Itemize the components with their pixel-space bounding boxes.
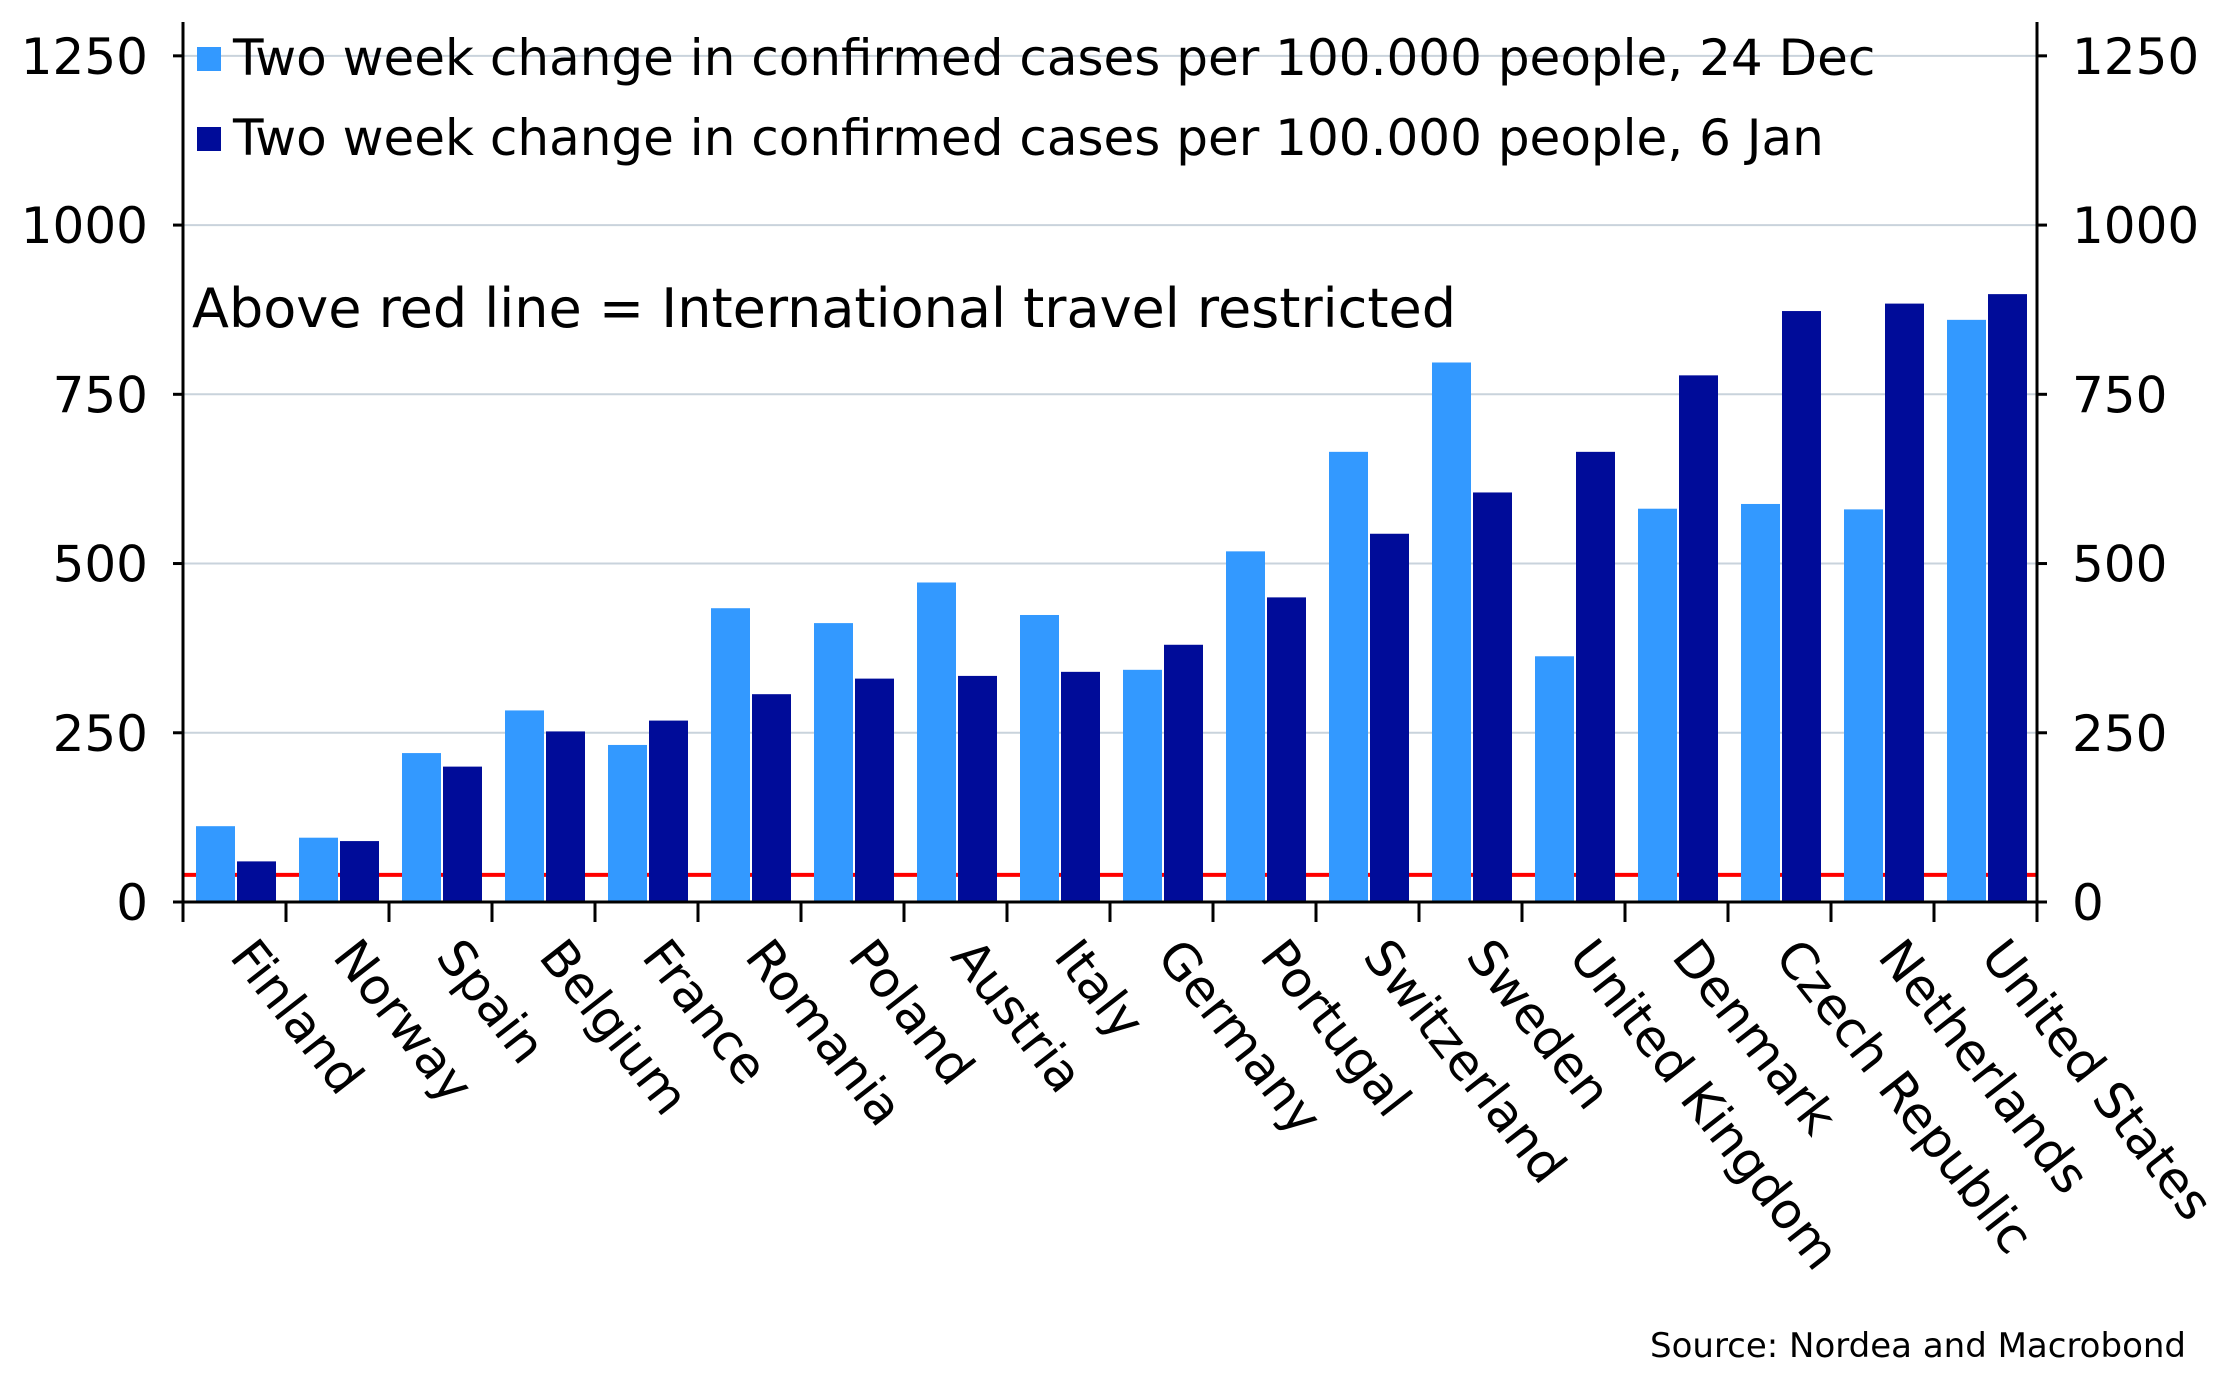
y-tick-label-right: 250 xyxy=(2072,705,2167,763)
bar-series2-romania xyxy=(752,694,791,902)
legend: Two week change in confirmed cases per 1… xyxy=(197,29,1875,167)
bar-series1-sweden xyxy=(1432,362,1471,902)
bar-series2-italy xyxy=(1061,671,1100,902)
y-tick-label-right: 1000 xyxy=(2072,197,2199,255)
bar-series2-czech-republic xyxy=(1782,311,1821,902)
bar-series1-portugal xyxy=(1226,551,1265,902)
bar-series2-united-states xyxy=(1988,294,2027,903)
legend-label: Two week change in confirmed cases per 1… xyxy=(232,109,1824,167)
bar-series2-norway xyxy=(340,841,379,902)
y-tick-label-right: 0 xyxy=(2072,874,2104,932)
bar-series1-france xyxy=(608,744,647,902)
bars xyxy=(196,294,2027,903)
bar-series1-norway xyxy=(299,837,338,902)
bar-series2-denmark xyxy=(1679,375,1718,902)
bar-series1-belgium xyxy=(505,710,544,902)
bar-series2-germany xyxy=(1164,644,1203,902)
bar-series1-netherlands xyxy=(1844,509,1883,902)
bar-series1-denmark xyxy=(1638,508,1677,902)
bar-series2-spain xyxy=(443,766,482,902)
bar-series1-united-kingdom xyxy=(1535,656,1574,902)
bar-series1-czech-republic xyxy=(1741,503,1780,902)
y-tick-label-left: 750 xyxy=(53,366,148,424)
bar-series2-portugal xyxy=(1267,597,1306,902)
category-labels: FinlandNorwaySpainBelgiumFranceRomaniaPo… xyxy=(219,929,2218,1281)
bar-series1-poland xyxy=(814,623,853,902)
bar-series2-switzerland xyxy=(1370,533,1409,902)
bar-series1-united-states xyxy=(1947,319,1986,902)
bar-series1-italy xyxy=(1020,614,1059,902)
bar-series2-sweden xyxy=(1473,492,1512,902)
y-tick-label-left: 1000 xyxy=(21,197,148,255)
bar-series2-united-kingdom xyxy=(1576,451,1615,902)
axes: 0 0 250 250 500 500 750 750 1000 1000 1250 1250 xyxy=(21,22,2199,932)
gridlines xyxy=(183,54,2037,734)
bar-series1-germany xyxy=(1123,669,1162,902)
bar-series2-netherlands xyxy=(1885,303,1924,903)
y-tick-label-left: 1250 xyxy=(21,28,148,86)
y-tick-label-right: 1250 xyxy=(2072,28,2199,86)
y-tick-label-right: 750 xyxy=(2072,366,2167,424)
y-tick-label-left: 0 xyxy=(116,874,148,932)
y-tick-label-right: 500 xyxy=(2072,536,2167,594)
y-tick-label-left: 250 xyxy=(53,705,148,763)
source-note: Source: Nordea and Macrobond xyxy=(1650,1326,2186,1366)
threshold-annotation: Above red line = International travel re… xyxy=(192,277,1456,340)
bar-series2-france xyxy=(649,720,688,902)
legend-swatch xyxy=(197,127,221,151)
bar-series2-finland xyxy=(237,861,276,902)
bar-series1-spain xyxy=(402,753,441,902)
bar-series1-austria xyxy=(917,582,956,902)
bar-series1-romania xyxy=(711,608,750,902)
bar-series2-belgium xyxy=(546,731,585,902)
bar-series1-finland xyxy=(196,826,235,902)
bar-series1-switzerland xyxy=(1329,451,1368,902)
legend-label: Two week change in confirmed cases per 1… xyxy=(232,29,1875,87)
bar-series2-austria xyxy=(958,675,997,902)
bar-series2-poland xyxy=(855,678,894,902)
y-tick-label-left: 500 xyxy=(53,536,148,594)
legend-swatch xyxy=(197,47,221,71)
